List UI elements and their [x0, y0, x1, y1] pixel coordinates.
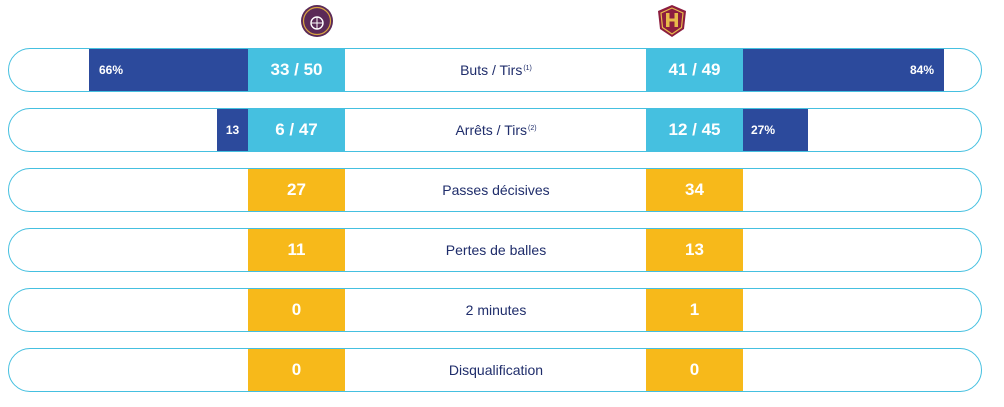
stat-row: 66% 84% 33 / 50 Buts / Tirs (1) 41 / 49 [8, 48, 982, 92]
stat-label-text: Buts / Tirs [460, 62, 523, 78]
hbc-nantes-crest-icon [658, 5, 686, 37]
club-crest-icon [301, 5, 333, 37]
stat-label-text: Disqualification [448, 362, 544, 378]
stat-label-footnote: (2) [528, 124, 537, 132]
stat-label-text: 2 minutes [465, 302, 527, 318]
away-percentage-bar: 27% [743, 109, 808, 151]
home-stat-value: 27 [248, 169, 345, 211]
away-stat-value: 34 [646, 169, 743, 211]
away-stat-value: 12 / 45 [646, 109, 743, 151]
away-stat-value: 13 [646, 229, 743, 271]
stat-label: 2 minutes [346, 289, 646, 331]
stat-label: Disqualification [346, 349, 646, 391]
home-stat-value: 33 / 50 [248, 49, 345, 91]
home-stat-value: 0 [248, 349, 345, 391]
stat-row: 27 Passes décisives 34 [8, 168, 982, 212]
home-percentage-bar: 66% [89, 49, 248, 91]
home-stat-value: 0 [248, 289, 345, 331]
away-stat-value: 41 / 49 [646, 49, 743, 91]
stat-label: Buts / Tirs (1) [346, 49, 646, 91]
stat-row: 0 2 minutes 1 [8, 288, 982, 332]
stat-label-footnote: (1) [523, 64, 532, 72]
home-stat-value: 6 / 47 [248, 109, 345, 151]
stat-row: 13 27% 6 / 47 Arrêts / Tirs (2) 12 / 45 [8, 108, 982, 152]
home-percentage-bar: 13 [217, 109, 248, 151]
stat-label: Passes décisives [346, 169, 646, 211]
stat-label-text: Arrêts / Tirs [455, 122, 527, 138]
stat-label-text: Passes décisives [442, 182, 550, 198]
stat-row: 11 Pertes de balles 13 [8, 228, 982, 272]
stat-label: Pertes de balles [346, 229, 646, 271]
home-stat-value: 11 [248, 229, 345, 271]
away-stat-value: 1 [646, 289, 743, 331]
away-percentage-bar: 84% [743, 49, 944, 91]
stat-row: 0 Disqualification 0 [8, 348, 982, 392]
home-team-logo [299, 3, 335, 39]
stat-label-text: Pertes de balles [445, 242, 547, 258]
stat-label: Arrêts / Tirs (2) [346, 109, 646, 151]
away-team-logo [654, 3, 690, 39]
away-stat-value: 0 [646, 349, 743, 391]
